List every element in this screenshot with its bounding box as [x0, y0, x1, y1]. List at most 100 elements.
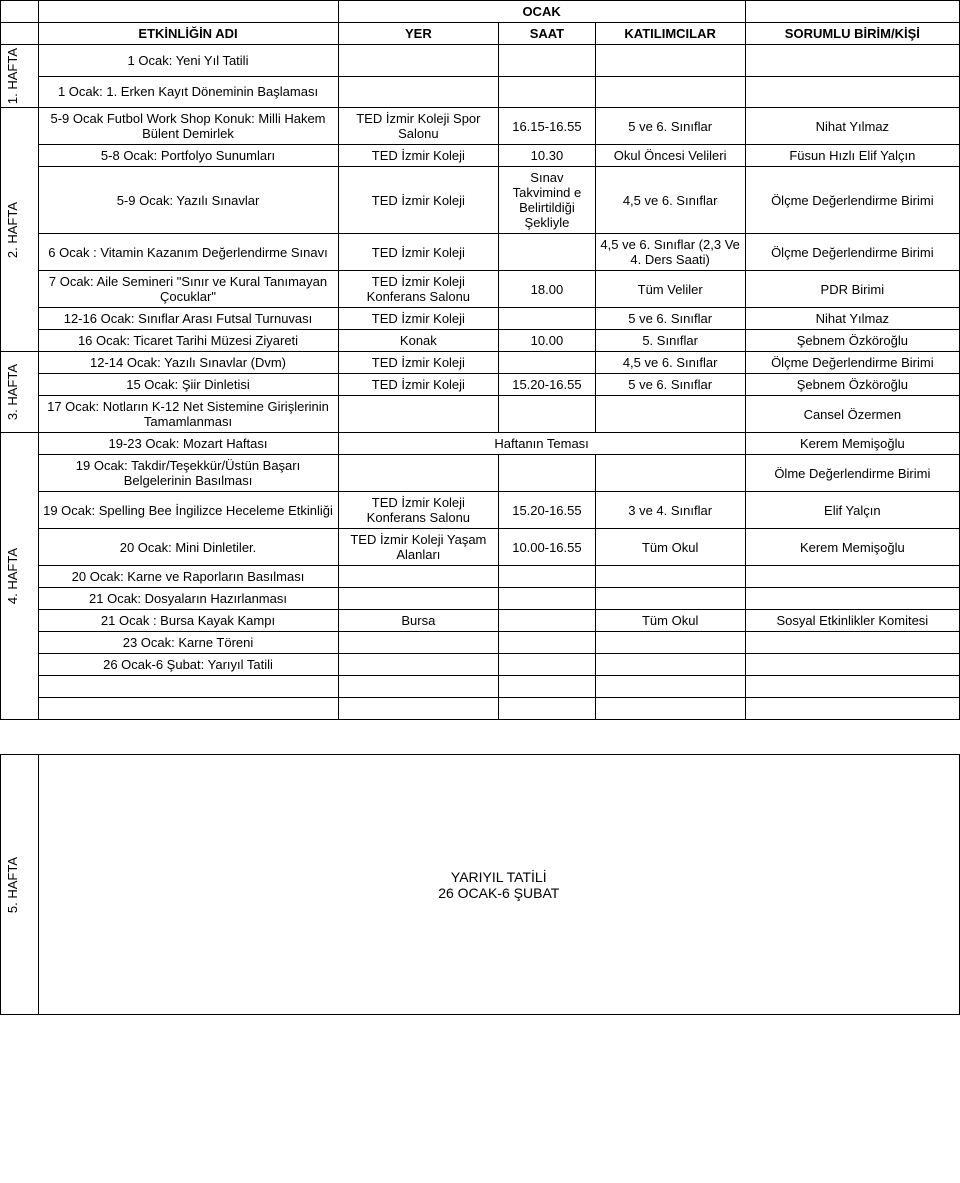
week-label: 1. HAFTA — [1, 45, 39, 108]
holiday-line-1: YARIYIL TATİLİ — [43, 869, 956, 885]
table-row: 26 Ocak-6 Şubat: Yarıyıl Tatili — [1, 654, 960, 676]
table-row: 23 Ocak: Karne Töreni — [1, 632, 960, 654]
blank-cell — [745, 1, 959, 23]
place-cell — [338, 396, 499, 433]
empty-cell — [338, 698, 499, 720]
activity-cell: 7 Ocak: Aile Semineri "Sınır ve Kural Ta… — [38, 271, 338, 308]
participants-cell: 4,5 ve 6. Sınıflar — [595, 167, 745, 234]
responsible-cell — [745, 45, 959, 77]
time-cell — [499, 610, 595, 632]
place-cell: TED İzmir Koleji — [338, 352, 499, 374]
place-cell: TED İzmir Koleji Spor Salonu — [338, 108, 499, 145]
schedule-table: OCAK ETKİNLİĞİN ADI YER SAAT KATILIMCILA… — [0, 0, 960, 1015]
activity-cell: 5-8 Ocak: Portfolyo Sunumları — [38, 145, 338, 167]
place-cell — [338, 566, 499, 588]
empty-cell — [38, 676, 338, 698]
table-row: 19 Ocak: Spelling Bee İngilizce Heceleme… — [1, 492, 960, 529]
week-label: 2. HAFTA — [1, 108, 39, 352]
activity-cell: 19-23 Ocak: Mozart Haftası — [38, 433, 338, 455]
responsible-cell: Şebnem Özköroğlu — [745, 330, 959, 352]
participants-cell: Okul Öncesi Velileri — [595, 145, 745, 167]
merged-theme-cell: Haftanın Teması — [338, 433, 745, 455]
participants-cell: 3 ve 4. Sınıflar — [595, 492, 745, 529]
time-cell — [499, 45, 595, 77]
responsible-cell — [745, 76, 959, 108]
col-time-header: SAAT — [499, 23, 595, 45]
time-cell — [499, 76, 595, 108]
time-cell: 16.15-16.55 — [499, 108, 595, 145]
time-cell — [499, 455, 595, 492]
corner-blank — [1, 1, 39, 23]
time-cell — [499, 632, 595, 654]
holiday-line-2: 26 OCAK-6 ŞUBAT — [43, 885, 956, 901]
week-1-text: 1. HAFTA — [5, 48, 20, 104]
participants-cell — [595, 632, 745, 654]
time-cell — [499, 654, 595, 676]
participants-cell — [595, 455, 745, 492]
header-row-month: OCAK — [1, 1, 960, 23]
table-row: 16 Ocak: Ticaret Tarihi Müzesi Ziyareti … — [1, 330, 960, 352]
table-row: 15 Ocak: Şiir Dinletisi TED İzmir Koleji… — [1, 374, 960, 396]
table-row: 7 Ocak: Aile Semineri "Sınır ve Kural Ta… — [1, 271, 960, 308]
place-cell: TED İzmir Koleji Yaşam Alanları — [338, 529, 499, 566]
responsible-cell — [745, 566, 959, 588]
participants-cell: 5 ve 6. Sınıflar — [595, 374, 745, 396]
week-label: 3. HAFTA — [1, 352, 39, 433]
place-cell: Konak — [338, 330, 499, 352]
time-cell — [499, 308, 595, 330]
empty-cell — [499, 698, 595, 720]
table-row: 5-9 Ocak: Yazılı Sınavlar TED İzmir Kole… — [1, 167, 960, 234]
table-row: 21 Ocak: Dosyaların Hazırlanması — [1, 588, 960, 610]
activity-cell: 6 Ocak : Vitamin Kazanım Değerlendirme S… — [38, 234, 338, 271]
participants-cell — [595, 396, 745, 433]
responsible-cell: Şebnem Özköroğlu — [745, 374, 959, 396]
participants-cell: Tüm Veliler — [595, 271, 745, 308]
activity-cell: 19 Ocak: Spelling Bee İngilizce Heceleme… — [38, 492, 338, 529]
activity-cell: 20 Ocak: Karne ve Raporların Basılması — [38, 566, 338, 588]
responsible-cell: Nihat Yılmaz — [745, 108, 959, 145]
col-responsible-header: SORUMLU BİRİM/KİŞİ — [745, 23, 959, 45]
empty-cell — [595, 676, 745, 698]
responsible-cell: Ölçme Değerlendirme Birimi — [745, 167, 959, 234]
week-label: 5. HAFTA — [1, 755, 39, 1015]
responsible-cell: Nihat Yılmaz — [745, 308, 959, 330]
place-cell — [338, 632, 499, 654]
participants-cell — [595, 566, 745, 588]
activity-cell: 5-9 Ocak Futbol Work Shop Konuk: Milli H… — [38, 108, 338, 145]
place-cell: TED İzmir Koleji — [338, 167, 499, 234]
time-cell: 10.00-16.55 — [499, 529, 595, 566]
table-row: 4. HAFTA 19-23 Ocak: Mozart Haftası Haft… — [1, 433, 960, 455]
participants-cell: Tüm Okul — [595, 529, 745, 566]
activity-cell: 12-16 Ocak: Sınıflar Arası Futsal Turnuv… — [38, 308, 338, 330]
week-5-text: 5. HAFTA — [5, 857, 20, 913]
responsible-cell: Sosyal Etkinlikler Komitesi — [745, 610, 959, 632]
place-cell: TED İzmir Koleji Konferans Salonu — [338, 492, 499, 529]
time-cell — [499, 396, 595, 433]
table-row — [1, 676, 960, 698]
place-cell: TED İzmir Koleji — [338, 145, 499, 167]
corner-blank — [1, 23, 39, 45]
place-cell: Bursa — [338, 610, 499, 632]
col-place-header: YER — [338, 23, 499, 45]
schedule-page: OCAK ETKİNLİĞİN ADI YER SAAT KATILIMCILA… — [0, 0, 960, 1015]
holiday-block: YARIYIL TATİLİ 26 OCAK-6 ŞUBAT — [38, 755, 960, 1015]
header-row-cols: ETKİNLİĞİN ADI YER SAAT KATILIMCILAR SOR… — [1, 23, 960, 45]
participants-cell — [595, 45, 745, 77]
spacer-row — [1, 720, 960, 755]
empty-cell — [745, 698, 959, 720]
responsible-cell — [745, 654, 959, 676]
table-row: 2. HAFTA 5-9 Ocak Futbol Work Shop Konuk… — [1, 108, 960, 145]
place-cell: TED İzmir Koleji Konferans Salonu — [338, 271, 499, 308]
responsible-cell: Ölme Değerlendirme Birimi — [745, 455, 959, 492]
responsible-cell: Ölçme Değerlendirme Birimi — [745, 352, 959, 374]
activity-cell: 1 Ocak: 1. Erken Kayıt Döneminin Başlama… — [38, 76, 338, 108]
activity-cell: 21 Ocak : Bursa Kayak Kampı — [38, 610, 338, 632]
activity-cell: 23 Ocak: Karne Töreni — [38, 632, 338, 654]
time-cell — [499, 588, 595, 610]
participants-cell: Tüm Okul — [595, 610, 745, 632]
table-row: 1. HAFTA 1 Ocak: Yeni Yıl Tatili — [1, 45, 960, 77]
empty-cell — [338, 676, 499, 698]
responsible-cell: Füsun Hızlı Elif Yalçın — [745, 145, 959, 167]
time-cell: 15.20-16.55 — [499, 492, 595, 529]
table-row: 12-16 Ocak: Sınıflar Arası Futsal Turnuv… — [1, 308, 960, 330]
